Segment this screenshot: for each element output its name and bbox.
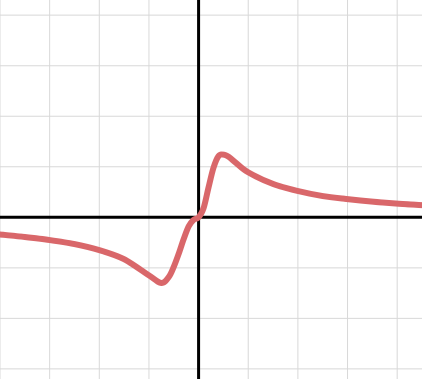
series-layer (0, 151, 422, 286)
series-line-1 (0, 151, 422, 286)
